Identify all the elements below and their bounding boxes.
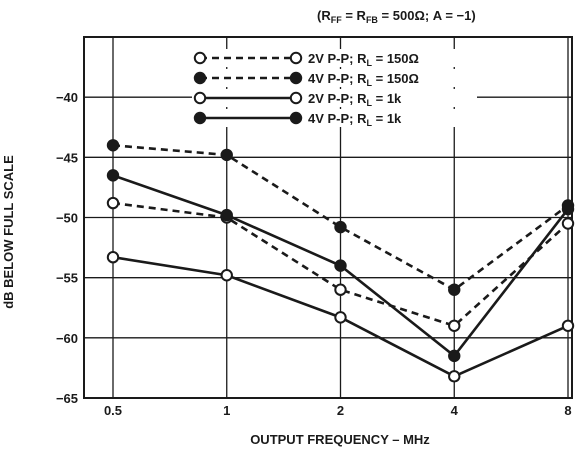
data-point — [448, 349, 461, 363]
data-point — [220, 148, 233, 162]
data-point — [334, 220, 347, 234]
legend-entry-bg — [192, 49, 477, 67]
data-point — [448, 319, 461, 332]
data-point — [561, 202, 575, 216]
plot-frame — [83, 36, 573, 399]
legend-marker — [289, 51, 303, 65]
legend-marker — [289, 111, 303, 125]
legend-entry-1: 2V P-P; RL = 150Ω — [192, 49, 477, 68]
legend-entry-2: 4V P-P; RL = 150Ω — [192, 69, 477, 88]
chart-annotation: (RFF = RFB = 500Ω; A = −1) — [317, 8, 476, 25]
legend-label: 2V P-P; RL = 150Ω — [308, 51, 419, 68]
series-line — [112, 201, 569, 328]
legend-entry-bg — [192, 109, 477, 127]
legend-label: 4V P-P; RL = 1k — [308, 111, 402, 128]
legend-marker — [289, 91, 303, 105]
axes: −40 −45 −50 −55 −60 −65 0.5 1 2 4 8 — [56, 36, 573, 418]
y-tick-label: −65 — [56, 391, 78, 406]
data-point — [106, 169, 120, 182]
data-point — [334, 311, 347, 324]
data-point — [561, 319, 575, 332]
data-point — [106, 139, 120, 152]
x-tick-label: 0.5 — [104, 403, 122, 418]
legend-entry-bg — [192, 89, 477, 107]
legend-label: 2V P-P; RL = 1k — [308, 91, 402, 108]
data-point — [448, 283, 461, 296]
legend-marker — [193, 51, 207, 65]
y-tick-label: −60 — [56, 331, 78, 346]
legend-marker — [193, 91, 207, 105]
x-tick-label: 1 — [223, 403, 230, 418]
data-point — [220, 208, 233, 222]
series-4 — [106, 169, 575, 363]
y-tick-label: −45 — [56, 150, 78, 165]
legend-marker — [193, 111, 207, 125]
legend-marker — [193, 71, 207, 85]
legend: 2V P-P; RL = 150Ω 4V P-P; RL = 150Ω 2V P-P… — [192, 49, 477, 128]
data-point — [334, 259, 347, 272]
y-tick-label: −55 — [56, 271, 78, 286]
legend-entry-bg — [192, 69, 477, 87]
x-tick-label: 2 — [337, 403, 344, 418]
legend-marker — [289, 71, 303, 85]
data-point — [448, 370, 461, 383]
x-tick-label: 8 — [564, 403, 571, 418]
data-point — [220, 269, 233, 282]
data-point — [561, 217, 575, 230]
data-point — [334, 283, 347, 296]
series-layer — [106, 139, 575, 383]
y-tick-label: −50 — [56, 211, 78, 226]
legend-label: 4V P-P; RL = 150Ω — [308, 71, 419, 88]
y-axis-label: dB BELOW FULL SCALE — [1, 155, 16, 309]
series-3 — [106, 251, 575, 383]
legend-entry-3: 2V P-P; RL = 1k — [192, 89, 477, 108]
data-point — [106, 196, 120, 210]
legend-entry-4: 4V P-P; RL = 1k — [192, 109, 477, 128]
x-axis-label: OUTPUT FREQUENCY – MHz — [250, 432, 430, 447]
series-line — [112, 144, 569, 292]
x-tick-label: 4 — [451, 403, 459, 418]
y-tick-label: −40 — [56, 90, 78, 105]
data-point — [106, 251, 120, 264]
